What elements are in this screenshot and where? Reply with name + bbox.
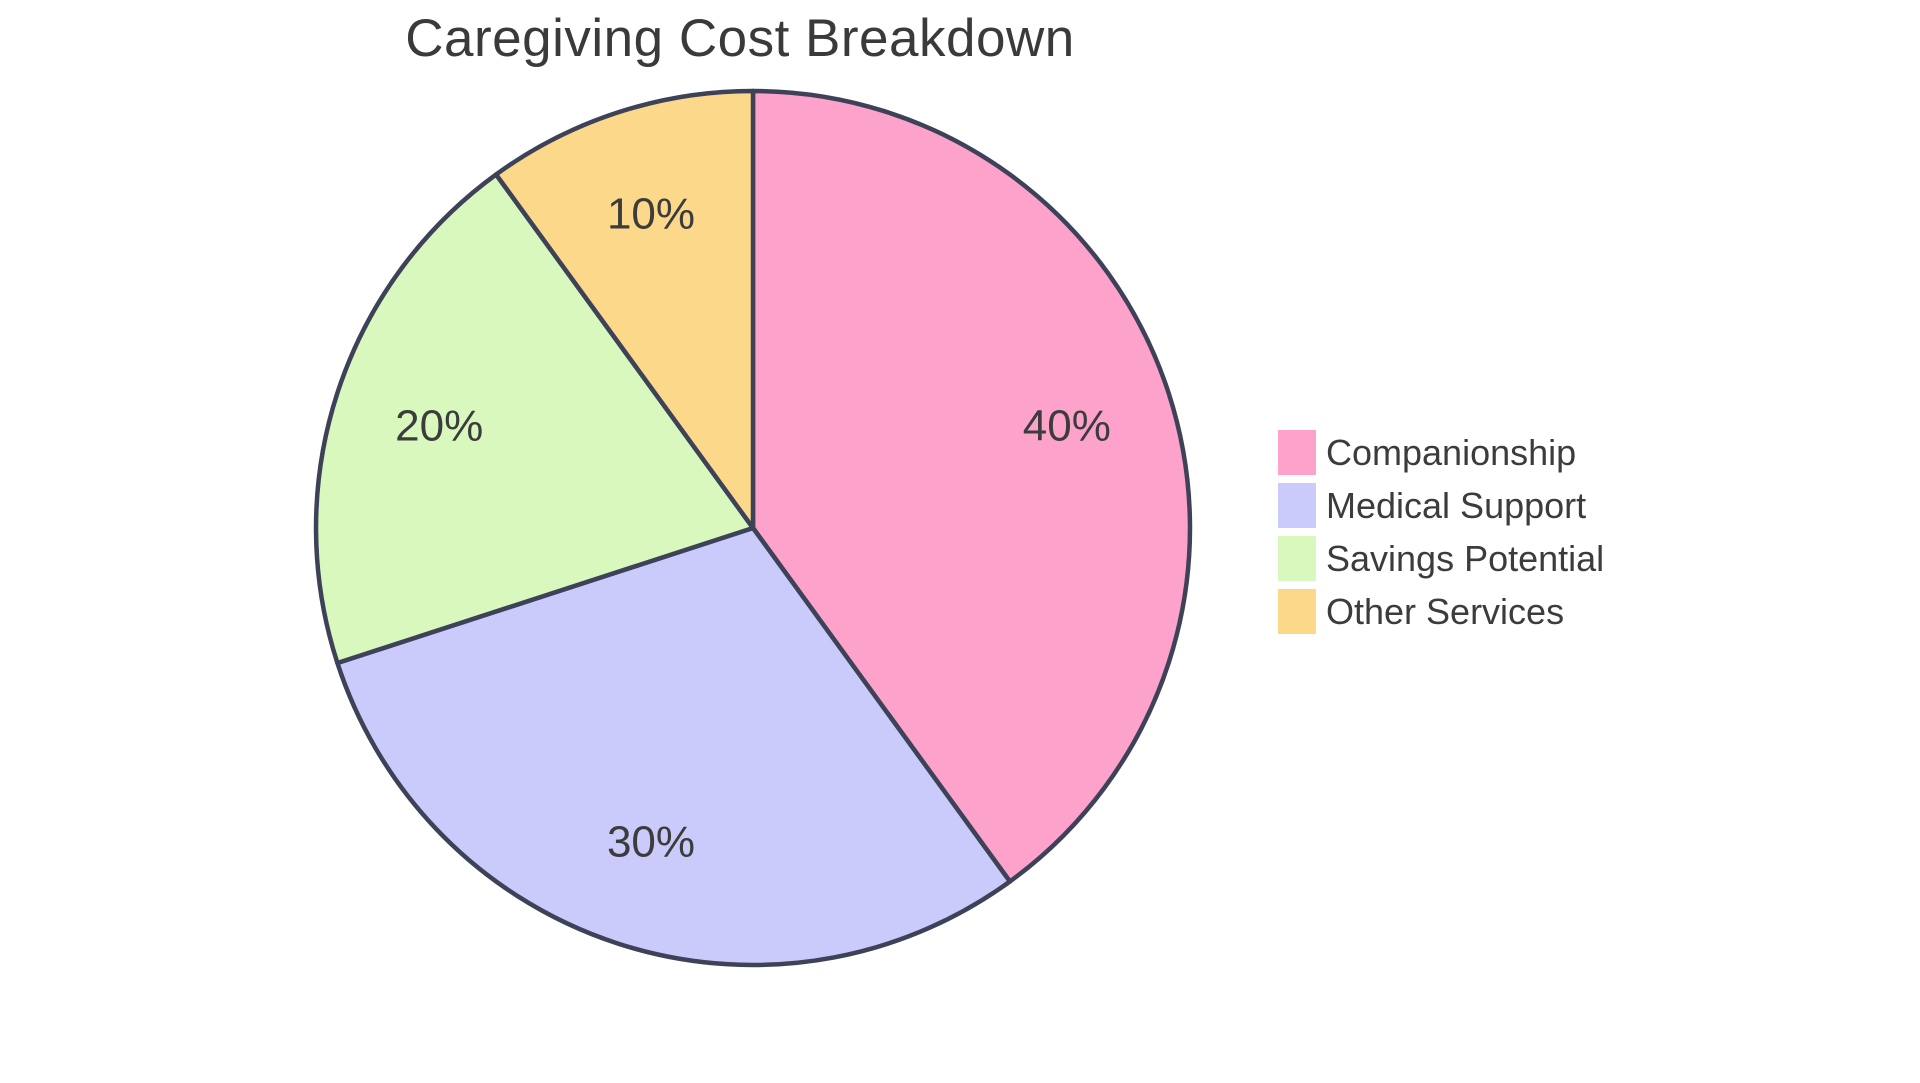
- percent-label-companionship: 40%: [1023, 402, 1111, 451]
- pie-slice-savings-potential: [313, 172, 756, 666]
- legend-item-medical-support: Medical Support: [1278, 483, 1604, 528]
- percent-label-other-services: 10%: [607, 190, 695, 239]
- pie-slice-medical-support: [335, 525, 1013, 968]
- legend-label-savings-potential: Savings Potential: [1326, 538, 1605, 579]
- legend-swatch-companionship: [1278, 430, 1316, 475]
- legend-label-other-services: Other Services: [1326, 591, 1565, 632]
- legend-swatch-other-services: [1278, 589, 1316, 634]
- percent-label-medical-support: 30%: [607, 817, 695, 866]
- legend-swatch-medical-support: [1278, 483, 1316, 528]
- legend-swatch-savings-potential: [1278, 536, 1316, 581]
- legend-label-companionship: Companionship: [1326, 432, 1577, 473]
- legend-item-companionship: Companionship: [1278, 430, 1604, 475]
- legend: Companionship Medical Support Savings Pote…: [1278, 430, 1604, 642]
- pie-slice-companionship: [750, 88, 1193, 884]
- legend-label-medical-support: Medical Support: [1326, 485, 1587, 526]
- chart-title: Caregiving Cost Breakdown: [405, 9, 1075, 68]
- percent-label-savings-potential: 20%: [395, 402, 483, 451]
- legend-item-savings-potential: Savings Potential: [1278, 536, 1604, 581]
- pie-slice-other-services: [493, 88, 756, 531]
- legend-item-other-services: Other Services: [1278, 589, 1604, 634]
